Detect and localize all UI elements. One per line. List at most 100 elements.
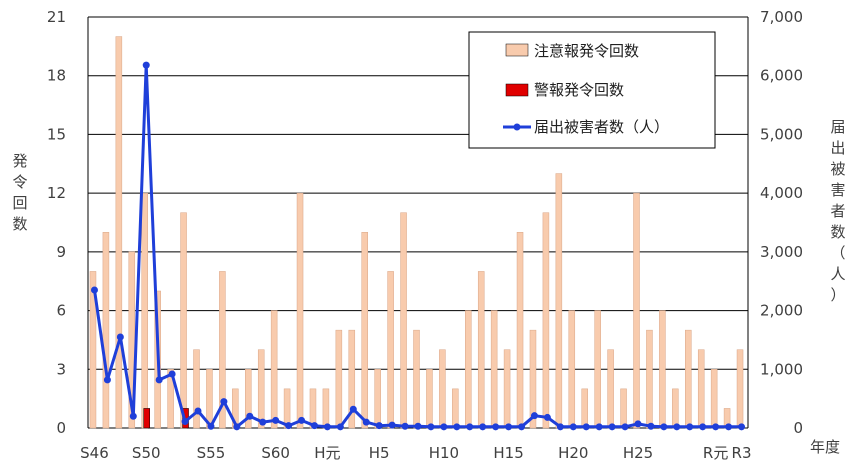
- point-victims: [634, 420, 642, 428]
- point-victims: [246, 412, 254, 420]
- point-victims: [259, 418, 267, 426]
- legend-swatch-advisory: [505, 43, 529, 57]
- point-victims: [362, 418, 370, 426]
- legend-label-warning: 警報発令回数: [534, 81, 624, 99]
- point-victims: [323, 423, 331, 431]
- bar-advisory: [193, 349, 200, 429]
- point-victims: [427, 423, 435, 431]
- x-tick-label: R元: [703, 444, 728, 462]
- bar-advisory: [555, 173, 563, 429]
- x-tick-label: S46: [80, 444, 109, 462]
- bar-advisory: [296, 192, 304, 429]
- right-axis-label-char: 出: [830, 139, 845, 157]
- point-victims: [569, 423, 577, 431]
- bar-advisory: [309, 388, 317, 429]
- point-victims: [285, 422, 293, 430]
- point-victims: [582, 423, 590, 431]
- bar-advisory: [697, 349, 705, 429]
- point-victims: [492, 423, 500, 431]
- line-series: [90, 61, 746, 431]
- point-victims: [466, 423, 474, 431]
- x-tick-label: S50: [132, 444, 161, 462]
- bar-advisory: [607, 349, 614, 429]
- bar-advisory: [710, 369, 718, 429]
- bar-advisory: [581, 388, 588, 429]
- point-victims: [725, 423, 733, 431]
- legend-swatch-warning: [505, 83, 529, 97]
- bar-advisory: [413, 329, 420, 429]
- point-victims: [699, 423, 707, 431]
- bar-advisory: [180, 212, 187, 429]
- legend: 注意報発令回数 警報発令回数 届出被害者数（人）: [468, 31, 716, 149]
- point-victims: [388, 421, 396, 429]
- bar-advisory: [568, 310, 576, 429]
- x-tick-label: H5: [369, 444, 390, 462]
- left-tick-label: 15: [47, 125, 66, 143]
- bar-advisory: [102, 232, 110, 429]
- bar-advisory: [659, 310, 666, 429]
- point-victims: [414, 422, 422, 430]
- right-tick-label: 4,000: [760, 184, 803, 202]
- bar-advisory: [516, 232, 524, 429]
- bar-series: [89, 36, 744, 429]
- point-victims: [518, 423, 526, 431]
- right-tick-label: 7,000: [760, 8, 803, 26]
- right-axis-label-char: 者: [830, 202, 845, 220]
- right-tick-label: 3,000: [760, 243, 803, 261]
- point-victims: [375, 422, 383, 430]
- point-victims: [272, 416, 280, 424]
- bar-advisory: [672, 388, 679, 429]
- bar-advisory: [283, 388, 291, 429]
- left-tick-label: 21: [47, 8, 66, 26]
- left-tick-label: 18: [47, 67, 66, 85]
- right-axis-label-char: （: [830, 244, 845, 262]
- point-victims: [608, 423, 616, 431]
- bar-advisory: [465, 310, 472, 429]
- point-victims: [207, 422, 215, 430]
- right-axis-ticks: 0 1,000 2,000 3,000 4,000 5,000 6,000 7,000: [760, 8, 803, 437]
- bar-advisory: [452, 388, 459, 429]
- bar-advisory: [736, 349, 744, 429]
- bar-advisory: [270, 310, 278, 429]
- x-tick-label: H10: [429, 444, 459, 462]
- bar-advisory: [322, 388, 330, 429]
- bar-advisory: [219, 271, 226, 429]
- bar-advisory: [361, 232, 368, 429]
- point-victims: [310, 422, 318, 430]
- point-victims: [621, 423, 629, 431]
- point-victims: [220, 398, 228, 406]
- x-tick-label: R3: [732, 444, 752, 462]
- left-axis-ticks: 0 3 6 9 12 15 18 21: [47, 8, 66, 437]
- right-tick-label: 0: [793, 419, 803, 437]
- right-axis-label-char: 届: [830, 118, 845, 136]
- point-victims: [686, 423, 694, 431]
- x-tick-label: H25: [623, 444, 653, 462]
- right-tick-label: 6,000: [760, 67, 803, 85]
- x-tick-label: H20: [558, 444, 588, 462]
- right-axis-label-char: 被: [830, 160, 845, 178]
- point-victims: [440, 423, 448, 431]
- x-axis-ticks: S46 S50 S55 S60 H元 H5 H10 H15 H20 H25 R元 R3: [80, 444, 751, 462]
- point-victims: [505, 423, 513, 431]
- bar-advisory: [335, 329, 343, 429]
- point-victims: [129, 412, 137, 420]
- bar-advisory: [374, 369, 381, 429]
- x-axis-label: 年度: [810, 438, 840, 456]
- legend-label-victims: 届出被害者数（人）: [534, 118, 669, 136]
- point-victims: [194, 407, 202, 415]
- bar-advisory: [141, 192, 148, 429]
- left-tick-label: 6: [56, 302, 66, 320]
- left-tick-label: 9: [56, 243, 66, 261]
- point-victims: [738, 423, 746, 431]
- bar-advisory: [245, 369, 252, 429]
- point-victims: [712, 423, 720, 431]
- bar-advisory: [426, 369, 433, 429]
- point-victims: [103, 376, 111, 384]
- bar-advisory: [439, 349, 446, 429]
- bar-advisory: [387, 271, 394, 429]
- bar-advisory: [206, 369, 213, 429]
- point-victims: [401, 422, 409, 430]
- bar-advisory: [400, 212, 407, 429]
- point-victims: [155, 376, 163, 384]
